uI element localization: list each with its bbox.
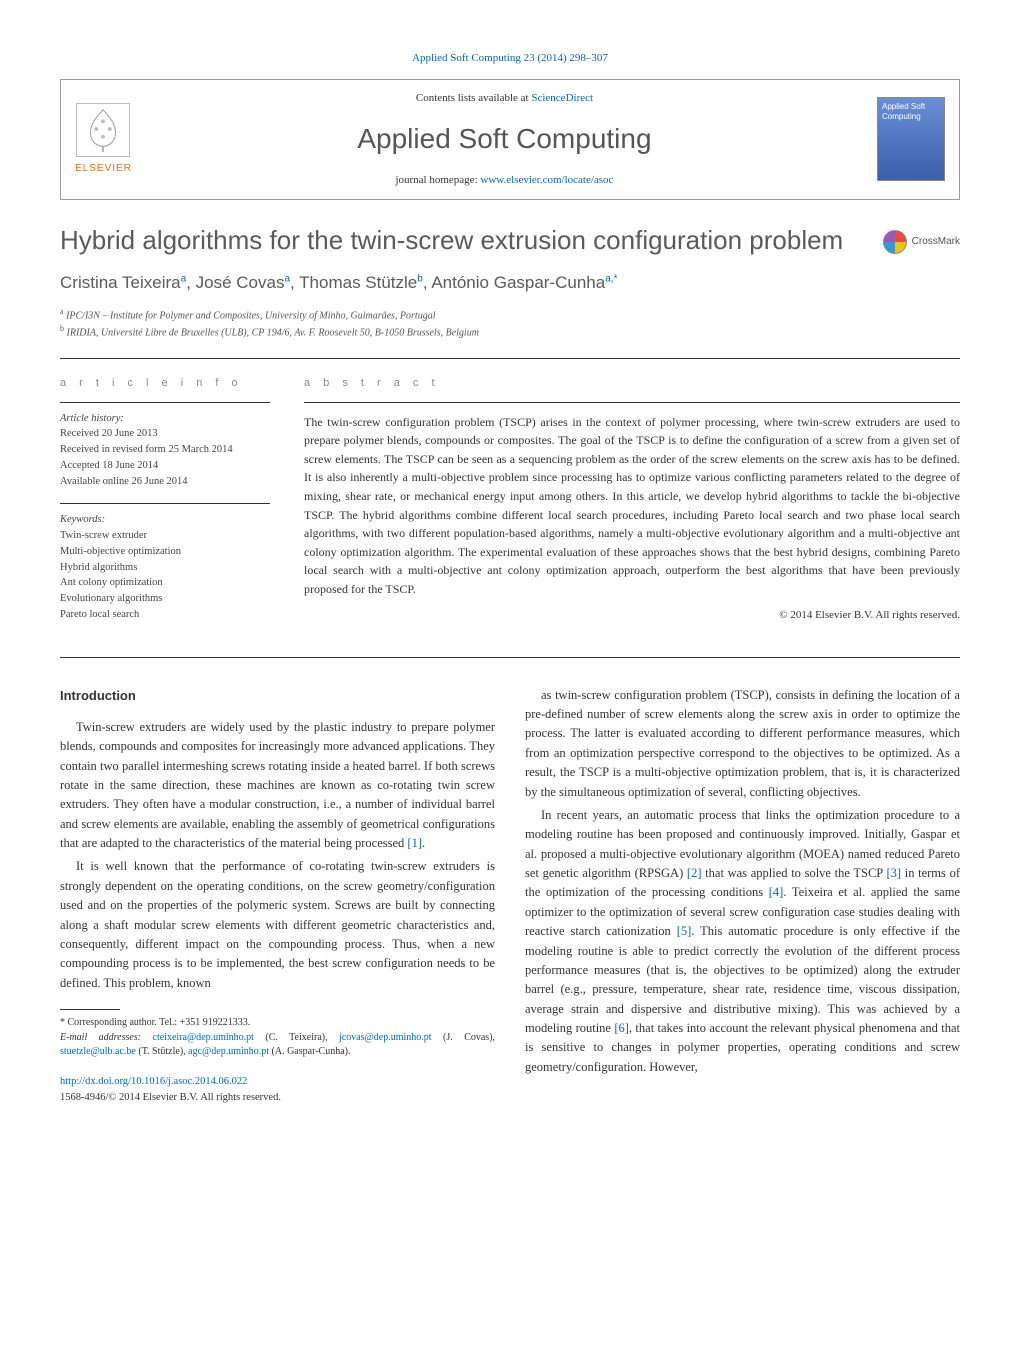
sciencedirect-link[interactable]: ScienceDirect (531, 92, 593, 104)
keyword-line: Multi-objective optimization (60, 544, 270, 560)
rule-abs (304, 402, 960, 403)
doi-block: http://dx.doi.org/10.1016/j.asoc.2014.06… (60, 1074, 495, 1107)
article-history: Article history: Received 20 June 2013Re… (60, 411, 270, 490)
keyword-line: Ant colony optimization (60, 575, 270, 591)
history-line: Received in revised form 25 March 2014 (60, 442, 270, 458)
keyword-line: Pareto local search (60, 607, 270, 623)
body-col-right: as twin-screw configuration problem (TSC… (525, 686, 960, 1106)
ref-link[interactable]: [4] (769, 885, 784, 899)
elsevier-tree-icon (76, 103, 130, 157)
keyword-line: Twin-screw extruder (60, 528, 270, 544)
journal-name: Applied Soft Computing (150, 118, 859, 160)
affiliation-line: b IRIDIA, Université Libre de Bruxelles … (60, 323, 960, 340)
body-paragraph: It is well known that the performance of… (60, 857, 495, 993)
contents-line: Contents lists available at ScienceDirec… (150, 90, 859, 107)
history-line: Received 20 June 2013 (60, 426, 270, 442)
history-line: Accepted 18 June 2014 (60, 458, 270, 474)
elsevier-label: ELSEVIER (75, 161, 132, 176)
affiliation-line: a IPC/I3N – Institute for Polymer and Co… (60, 306, 960, 323)
doi-copyright: 1568-4946/© 2014 Elsevier B.V. All right… (60, 1092, 281, 1103)
elsevier-logo: ELSEVIER (75, 103, 132, 176)
body-paragraph: Twin-screw extruders are widely used by … (60, 718, 495, 854)
crossmark-badge[interactable]: CrossMark (883, 230, 960, 254)
keyword-line: Hybrid algorithms (60, 560, 270, 576)
header-mid: Contents lists available at ScienceDirec… (150, 90, 859, 189)
email-link[interactable]: cteixeira@dep.uminho.pt (153, 1032, 254, 1043)
homepage-prefix: journal homepage: (395, 174, 480, 186)
abstract-text: The twin-screw configuration problem (TS… (304, 413, 960, 599)
homepage-link[interactable]: www.elsevier.com/locate/asoc (480, 174, 613, 186)
ref-link[interactable]: [1] (407, 836, 422, 850)
crossmark-icon (883, 230, 907, 254)
corresponding-author: * Corresponding author. Tel.: +351 91922… (60, 1016, 495, 1031)
rule-info-2 (60, 503, 270, 504)
history-line: Available online 26 June 2014 (60, 474, 270, 490)
email-link[interactable]: stuetzle@ulb.ac.be (60, 1046, 136, 1057)
keyword-line: Evolutionary algorithms (60, 591, 270, 607)
authors-line: Cristina Teixeiraa, José Covasa, Thomas … (60, 270, 960, 296)
article-title: Hybrid algorithms for the twin-screw ext… (60, 224, 883, 257)
ref-link[interactable]: [6] (614, 1021, 629, 1035)
abstract-col: a b s t r a c t The twin-screw configura… (304, 375, 960, 637)
rule-bottom (60, 657, 960, 658)
journal-cover-thumb: Applied Soft Computing (877, 97, 945, 181)
keywords-label: Keywords: (60, 512, 270, 528)
body-col-left: Introduction Twin-screw extruders are wi… (60, 686, 495, 1106)
abstract-copyright: © 2014 Elsevier B.V. All rights reserved… (304, 607, 960, 624)
crossmark-label: CrossMark (912, 234, 960, 249)
affiliations: a IPC/I3N – Institute for Polymer and Co… (60, 306, 960, 341)
doi-link[interactable]: http://dx.doi.org/10.1016/j.asoc.2014.06… (60, 1076, 247, 1087)
ref-link[interactable]: [2] (687, 866, 702, 880)
email-link[interactable]: agc@dep.uminho.pt (188, 1046, 269, 1057)
abstract-heading: a b s t r a c t (304, 375, 960, 392)
journal-header-box: ELSEVIER Contents lists available at Sci… (60, 79, 960, 200)
article-info-heading: a r t i c l e i n f o (60, 375, 270, 392)
email-addresses: E-mail addresses: cteixeira@dep.uminho.p… (60, 1031, 495, 1060)
rule-info-1 (60, 402, 270, 403)
homepage-line: journal homepage: www.elsevier.com/locat… (150, 172, 859, 189)
ref-link[interactable]: [3] (886, 866, 901, 880)
body-paragraph: In recent years, an automatic process th… (525, 806, 960, 1077)
footnote-separator (60, 1009, 120, 1010)
history-label: Article history: (60, 411, 270, 427)
article-info-col: a r t i c l e i n f o Article history: R… (60, 375, 270, 637)
ref-link[interactable]: [5] (677, 924, 692, 938)
keywords-block: Keywords: Twin-screw extruderMulti-objec… (60, 512, 270, 622)
contents-prefix: Contents lists available at (416, 92, 531, 104)
footnotes: * Corresponding author. Tel.: +351 91922… (60, 1016, 495, 1060)
journal-header-ref[interactable]: Applied Soft Computing 23 (2014) 298–307 (60, 50, 960, 67)
body-paragraph: as twin-screw configuration problem (TSC… (525, 686, 960, 802)
email-link[interactable]: jcovas@dep.uminho.pt (339, 1032, 432, 1043)
intro-heading: Introduction (60, 686, 495, 706)
